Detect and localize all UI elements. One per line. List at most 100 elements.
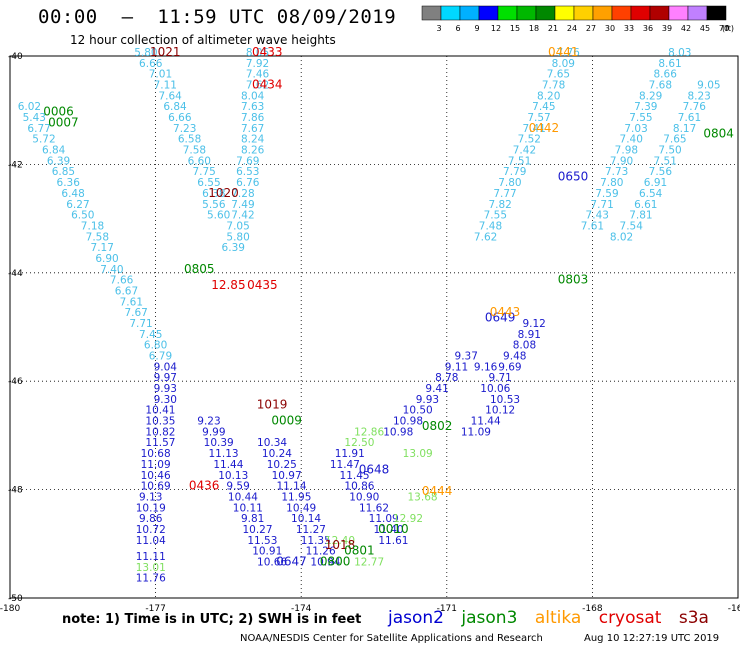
pass-time-label: 0444: [422, 484, 453, 498]
wave-height-value: 7.75: [192, 166, 215, 178]
wave-height-value: 8.17: [673, 123, 696, 135]
wave-height-value: 7.65: [663, 134, 686, 146]
wave-height-value: 13.01: [136, 562, 166, 574]
legend-jason2: jason2: [388, 608, 444, 628]
wave-height-value: 6.66: [168, 112, 192, 124]
wave-height-value: 11.91: [335, 448, 365, 460]
wave-height-value: 8.09: [552, 58, 575, 70]
wave-height-value: 6.58: [178, 134, 201, 146]
note-text: note: 1) Time is in UTC; 2) SWH is in fe…: [62, 612, 362, 627]
wave-height-value: 11.44: [471, 416, 501, 428]
wave-height-value: 6.79: [149, 351, 172, 363]
wave-height-value: 7.01: [149, 69, 172, 81]
wave-height-value: 7.23: [173, 123, 196, 135]
wave-height-value: 7.68: [649, 80, 672, 92]
wave-height-value: 7.55: [484, 210, 507, 222]
wave-height-value: 7.67: [241, 123, 264, 135]
wave-height-value: 6.76: [236, 177, 260, 189]
wave-height-value: 6.39: [222, 242, 245, 254]
wave-height-value: 10.27: [242, 524, 272, 536]
wave-height-value: 7.62: [474, 231, 497, 243]
wave-height-value: 12.50: [344, 437, 374, 449]
wave-height-value: 6.38: [202, 188, 225, 200]
wave-height-value: 7.61: [120, 296, 143, 308]
y-tick-label: -44: [8, 269, 23, 279]
wave-height-value: 10.50: [403, 405, 433, 417]
colorbar-swatch: [459, 5, 480, 21]
pass-time-label: 0649: [485, 311, 516, 325]
colorbar-label: 70: [719, 24, 729, 33]
wave-height-value: 7.48: [479, 220, 502, 232]
wave-height-value: 10.66: [257, 556, 287, 568]
pass-time-label: 0433: [252, 45, 283, 59]
wave-height-value: 8.26: [241, 145, 265, 157]
pass-time-label: 0436: [189, 479, 220, 493]
colorbar-label: 45: [700, 24, 710, 33]
wave-height-value: 10.53: [490, 394, 520, 406]
colorbar-swatch: [535, 5, 556, 21]
wave-height-value: 6.50: [71, 210, 94, 222]
wave-height-value: 10.24: [262, 448, 292, 460]
wave-height-value: 10.44: [228, 491, 258, 503]
wave-height-value: 7.77: [493, 188, 516, 200]
wave-height-value: 8.29: [639, 90, 662, 102]
wave-height-value: 7.45: [139, 329, 162, 341]
colorbar-swatch: [440, 5, 461, 21]
wave-height-value: 10.46: [141, 470, 171, 482]
wave-height-value: 10.35: [145, 416, 175, 428]
colorbar-swatch: [649, 5, 670, 21]
y-tick-label: -48: [8, 486, 23, 496]
wave-height-value: 11.61: [378, 535, 408, 547]
wave-height-value: 13.09: [403, 448, 433, 460]
colorbar-label: 15: [510, 24, 520, 33]
wave-height-value: 11.09: [461, 426, 491, 438]
colorbar-swatch: [478, 5, 499, 21]
wave-height-value: 7.78: [542, 80, 565, 92]
colorbar-label: 18: [529, 24, 539, 33]
wave-height-value: 11.26: [306, 546, 336, 558]
wave-height-value: 7.52: [518, 134, 541, 146]
wave-height-value: 10.39: [204, 437, 234, 449]
colorbar-label: 6: [455, 24, 460, 33]
y-tick-label: -46: [8, 377, 23, 387]
wave-height-value: 6.36: [57, 177, 81, 189]
x-tick-label: -171: [437, 604, 457, 614]
wave-height-value: 12.40: [325, 535, 355, 547]
wave-height-value: 6.84: [163, 101, 187, 113]
wave-height-value: 9.41: [425, 383, 448, 395]
wave-height-value: 6.27: [66, 199, 89, 211]
wave-height-value: 7.81: [629, 210, 652, 222]
pass-time-label: 0010: [378, 522, 409, 536]
pass-time-label: 0805: [184, 262, 215, 276]
wave-height-value: 7.49: [231, 199, 254, 211]
wave-height-value: 6.66: [139, 58, 163, 70]
wave-height-value: 10.41: [145, 405, 175, 417]
wave-height-value: 10.98: [383, 426, 413, 438]
colorbar-swatch: [421, 5, 442, 21]
pass-time-label: 1019: [257, 397, 288, 411]
pass-time-label: 1021: [150, 45, 181, 59]
wave-height-value: 12.77: [354, 556, 384, 568]
wave-height-value: 11.40: [374, 524, 404, 536]
pass-time-label: 0443: [490, 305, 521, 319]
wave-height-value: 7.17: [91, 242, 114, 254]
wave-height-value: 8.66: [654, 69, 678, 81]
x-tick-label: -180: [0, 604, 20, 614]
wave-height-value: 10.14: [291, 513, 321, 525]
wave-height-value: 13.68: [408, 491, 438, 503]
wave-height-value: 7.82: [488, 199, 511, 211]
wave-height-value: 7.42: [513, 145, 536, 157]
colorbar-swatch: [516, 5, 537, 21]
wave-height-value: 10.90: [349, 491, 379, 503]
wave-height-value: 7.28: [231, 188, 254, 200]
wave-height-value: 6.80: [144, 340, 167, 352]
wave-height-value: 11.11: [136, 551, 166, 563]
wave-height-value: 7.18: [81, 220, 104, 232]
wave-height-value: 7.66: [110, 275, 134, 287]
colorbar-swatch: [611, 5, 632, 21]
wave-height-value: 11.62: [359, 502, 389, 514]
wave-height-value: 9.81: [241, 513, 264, 525]
wave-height-value: 7.62: [246, 80, 269, 92]
wave-height-value: 7.40: [620, 134, 643, 146]
wave-height-value: 9.69: [498, 361, 521, 373]
